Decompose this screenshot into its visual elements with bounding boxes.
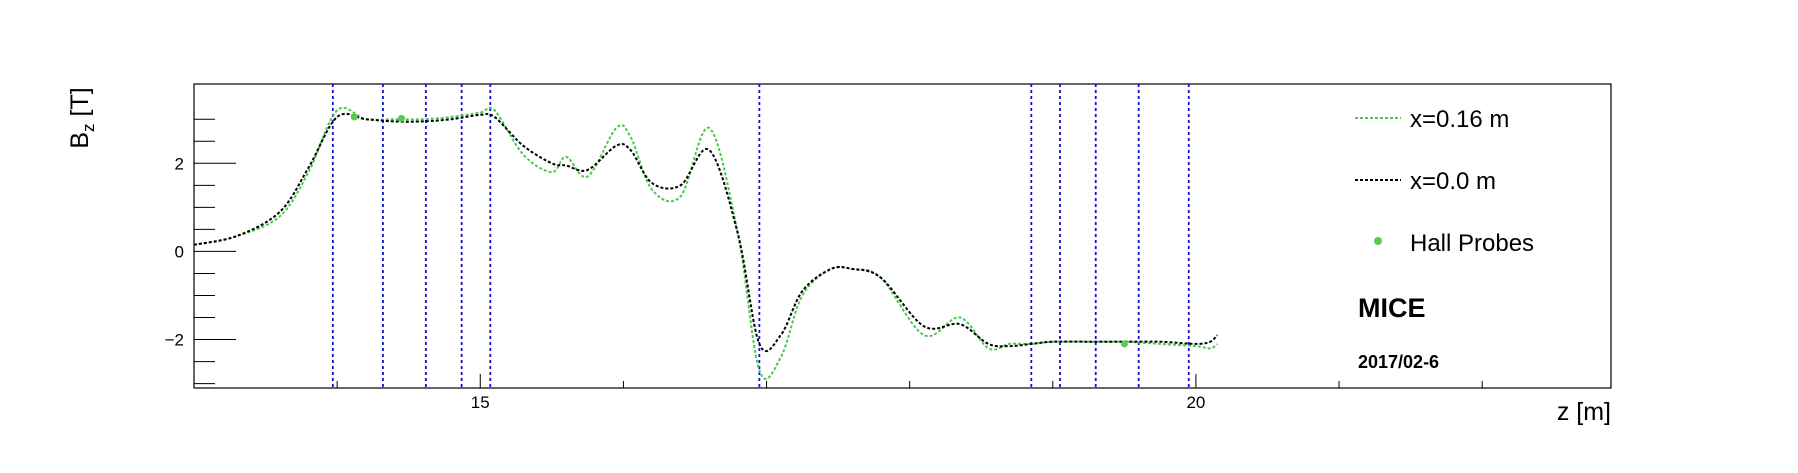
x-tick-label: 15 (471, 393, 490, 412)
plot-frame (193, 83, 1612, 389)
legend-marker (1374, 237, 1382, 245)
legend: x=0.16 m x=0.0 m Hall Probes (1355, 106, 1534, 257)
hall-probe-point (1120, 340, 1128, 348)
y-axis-title-unit: [T] (66, 87, 94, 123)
y-tick-label: −2 (165, 331, 184, 350)
vertical-lines-group (331, 84, 1190, 388)
hall-probe-point (398, 114, 406, 122)
legend-label: Hall Probes (1410, 230, 1534, 257)
hall-probe-point (350, 113, 358, 121)
x-tick-label: 20 (1186, 393, 1205, 412)
y-axis-title-main: B (66, 132, 94, 149)
y-tick-label: 0 (175, 242, 184, 261)
y-ticks-group: 2 0 −2 (165, 118, 236, 385)
x-axis-title: z [m] (1557, 398, 1611, 426)
series-group (193, 106, 1219, 380)
x-ticks-group: 15 20 (193, 374, 1483, 412)
y-axis-title-sub: z (79, 123, 98, 132)
mice-label: MICE (1358, 293, 1426, 323)
y-tick-label: 2 (175, 154, 184, 173)
legend-label: x=0.0 m (1410, 168, 1496, 195)
y-axis-title: Bz [T] (66, 87, 98, 148)
legend-label: x=0.16 m (1410, 106, 1509, 133)
series-line-black (193, 112, 1219, 352)
date-label: 2017/02-6 (1358, 352, 1439, 372)
